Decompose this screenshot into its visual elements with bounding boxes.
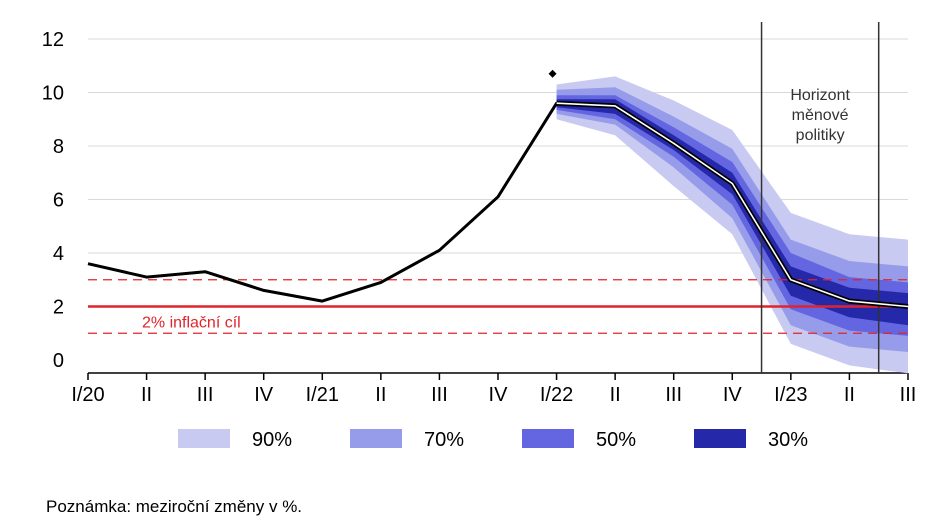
x-tick-label: IV: [723, 384, 743, 406]
annotations: Horizont měnové politiky: [790, 87, 850, 144]
x-tick-label: III: [900, 384, 917, 406]
y-tick-label: 2: [53, 297, 64, 319]
x-tick-label: I/20: [71, 384, 104, 406]
legend-label: 70%: [424, 429, 464, 451]
legend-label: 50%: [596, 429, 636, 451]
policy-horizon-label: měnové: [792, 107, 849, 124]
x-tick-label: III: [197, 384, 214, 406]
x-tick-label: I/22: [540, 384, 573, 406]
x-tick-label: IV: [489, 384, 509, 406]
forecast-line-center: [556, 102, 909, 308]
policy-horizon-lines: [760, 22, 880, 373]
y-tick-label: 12: [42, 29, 64, 51]
y-tick-label: 0: [53, 350, 64, 372]
fan-bands: [556, 76, 908, 374]
policy-horizon-label: Horizont: [790, 87, 850, 104]
x-tick-label: II: [141, 384, 152, 406]
inflation-target-lines: 2% inflační cíl: [88, 279, 908, 334]
y-tick-label: 8: [53, 136, 64, 158]
legend-label: 90%: [252, 429, 292, 451]
x-tick-label: I/21: [306, 384, 339, 406]
legend-swatch: [178, 429, 230, 448]
series-lines: [87, 69, 909, 309]
x-tick-label: II: [844, 384, 855, 406]
x-tick-label: IV: [254, 384, 274, 406]
y-tick-label: 6: [53, 190, 64, 212]
x-tick-label: I/23: [774, 384, 807, 406]
x-tick-label: III: [665, 384, 682, 406]
fan-band-50pct: [556, 95, 908, 336]
gridlines: [87, 38, 909, 380]
note-text: Poznámka: meziroční změny v %.: [46, 497, 303, 516]
inflation-target-label: 2% inflační cíl: [142, 315, 241, 332]
legend-swatch: [350, 429, 402, 448]
y-tick-labels: 0 2 4 6 8 10 12: [42, 29, 64, 372]
legend-swatch: [694, 429, 746, 448]
outlier-point: [548, 69, 557, 78]
legend: 90% 70% 50% 30%: [178, 429, 808, 451]
policy-horizon-label: politiky: [796, 127, 845, 144]
x-tick-labels: I/20 II III IV I/21 II III IV I/22 II III IV I/23 II I…: [71, 384, 916, 406]
x-tick-label: III: [431, 384, 448, 406]
x-tick-label: II: [375, 384, 386, 406]
legend-swatch: [522, 429, 574, 448]
y-tick-label: 4: [53, 243, 64, 265]
y-tick-label: 10: [42, 83, 64, 105]
legend-label: 30%: [768, 429, 808, 451]
x-tick-label: II: [610, 384, 621, 406]
